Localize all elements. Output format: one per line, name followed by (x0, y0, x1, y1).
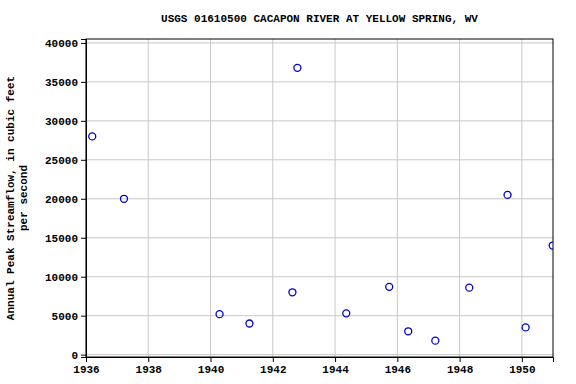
point (246, 320, 253, 327)
grid-line-y (86, 315, 553, 316)
grid-line-x (335, 39, 336, 357)
tick-label: 1948 (447, 364, 474, 376)
tick: 40000 (45, 38, 86, 50)
points (89, 64, 553, 344)
tick: 25000 (45, 155, 86, 167)
grid-line-x (148, 39, 149, 357)
axis-line (87, 358, 554, 363)
point (466, 284, 473, 291)
tick-mark (81, 160, 86, 161)
point (386, 283, 393, 290)
tick-mark (148, 357, 149, 362)
tick-label: 1944 (322, 364, 349, 376)
tick: 15000 (45, 233, 86, 245)
tick-label: 1946 (385, 364, 411, 376)
chart: 1936 1938 1940 1942 1944 1946 1948 1950 0 5000 100… (0, 0, 576, 384)
tick: 1942 (260, 357, 286, 376)
grid (86, 39, 553, 357)
grid-line-x (272, 39, 273, 357)
point (504, 191, 511, 198)
y-axis-title: Annual Peak Streamflow, in cubic feet (5, 76, 17, 320)
tick-label: 1938 (136, 364, 163, 376)
tick: 1944 (322, 357, 349, 376)
point (120, 195, 127, 202)
tick: 1938 (136, 357, 163, 376)
tick-mark (335, 357, 336, 362)
tick-label: 1940 (198, 364, 224, 376)
tick: 1940 (198, 357, 224, 376)
tick-label: 1942 (260, 364, 286, 376)
grid-line-y (86, 120, 553, 121)
grid-line-y (86, 159, 553, 160)
grid-line-x (521, 39, 522, 357)
tick-label: 1950 (509, 364, 535, 376)
tick-label: 10000 (45, 272, 78, 284)
tick: 0 (71, 350, 86, 362)
x-axis: 1936 1938 1940 1942 1944 1946 1948 1950 (73, 357, 553, 376)
tick-mark (81, 316, 86, 317)
tick: 35000 (45, 77, 86, 89)
tick-label: 0 (71, 350, 78, 362)
tick: 1950 (509, 357, 535, 376)
point (294, 64, 301, 71)
point (216, 311, 223, 318)
grid-line-x (397, 39, 398, 357)
tick-mark (522, 357, 523, 362)
tick-mark (81, 82, 86, 83)
tick: 10000 (45, 272, 86, 284)
grid-line-y (86, 42, 553, 43)
point (89, 133, 96, 140)
point (549, 242, 553, 249)
tick-mark (81, 121, 86, 122)
y-axis: 0 5000 10000 15000 20000 25000 30000 35000 40000 (45, 38, 87, 362)
plot-frame (86, 39, 553, 357)
grid-line-y (86, 198, 553, 199)
title: USGS 01610500 CACAPON RIVER AT YELLOW SP… (161, 13, 478, 25)
tick-mark (211, 357, 212, 362)
tick-mark (273, 357, 274, 362)
tick-mark (397, 357, 398, 362)
grid-line-y (86, 276, 553, 277)
tick-mark (81, 355, 86, 356)
tick-mark (460, 357, 461, 362)
tick-label: 1936 (73, 364, 99, 376)
point (343, 310, 350, 317)
tick-mark (81, 43, 86, 44)
grid-line-x (210, 39, 211, 357)
tick-mark (81, 238, 86, 239)
grid-line-y (86, 81, 553, 82)
tick-label: 15000 (45, 233, 78, 245)
tick-label: 35000 (45, 77, 78, 89)
grid-line-y (86, 237, 553, 238)
grid-line-x (459, 39, 460, 357)
tick-mark (81, 199, 86, 200)
tick-label: 40000 (45, 38, 78, 50)
tick-label: 30000 (45, 116, 78, 128)
y-axis-title: per second (18, 165, 30, 231)
point (405, 328, 412, 335)
tick: 30000 (45, 116, 86, 128)
point (289, 289, 296, 296)
tick-label: 20000 (45, 194, 78, 206)
grid-line-y (86, 354, 553, 355)
tick: 1946 (385, 357, 411, 376)
tick: 20000 (45, 194, 86, 206)
tick-label: 25000 (45, 155, 78, 167)
tick-label: 5000 (52, 311, 78, 323)
tick-mark (81, 277, 86, 278)
point (522, 324, 529, 331)
point (432, 337, 439, 344)
tick: 5000 (52, 311, 86, 323)
tick: 1948 (447, 357, 474, 376)
